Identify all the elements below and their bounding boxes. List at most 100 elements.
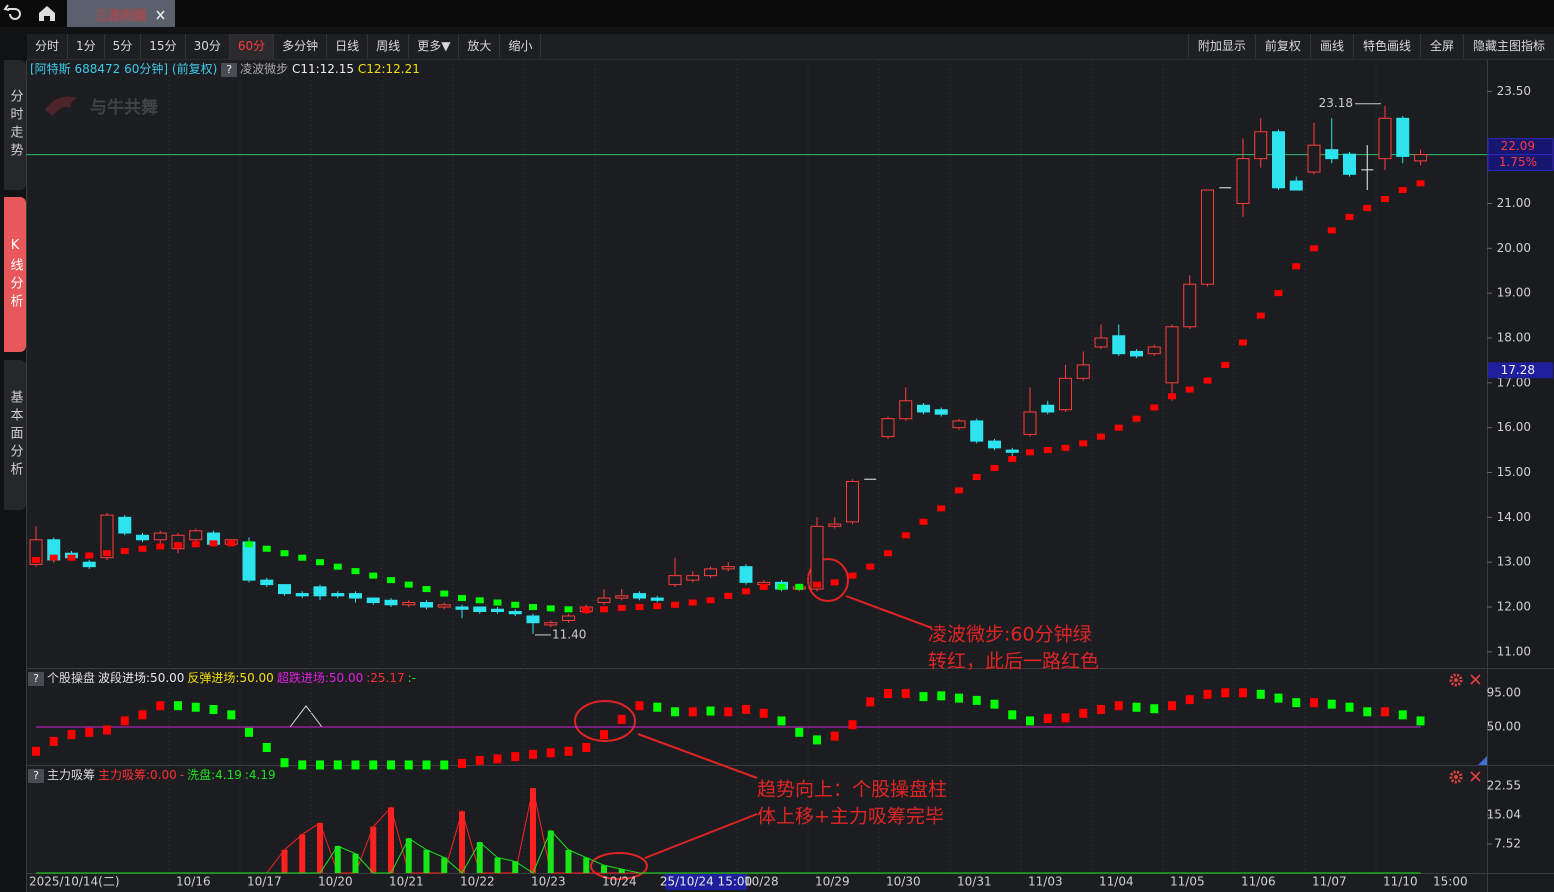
flow-line xyxy=(36,829,1421,874)
settings-icon[interactable] xyxy=(1454,775,1458,779)
candle-body xyxy=(1325,149,1339,160)
signal-bar xyxy=(1327,699,1336,709)
trend-step xyxy=(795,583,804,590)
signal-bar xyxy=(830,731,839,741)
trend-step xyxy=(1150,404,1159,411)
tab-title[interactable]: 三连阳版 xyxy=(95,9,148,24)
close-icon[interactable] xyxy=(1470,771,1481,782)
toolbar-button[interactable]: 隐藏主图指标 xyxy=(1462,34,1554,59)
signal-bar xyxy=(884,689,892,699)
toolbar-button[interactable]: 5分 xyxy=(105,34,142,59)
toolbar-button[interactable]: 特色画线 xyxy=(1352,34,1420,59)
toolbar-button[interactable]: 附加显示 xyxy=(1187,34,1255,59)
signal-bar xyxy=(316,760,324,770)
flow-bar xyxy=(352,853,359,873)
signal-bar xyxy=(191,702,200,712)
home-icon[interactable] xyxy=(39,6,55,21)
tab-close[interactable] xyxy=(155,9,167,21)
toolbar-button[interactable]: 日线 xyxy=(327,34,369,59)
y-tick-label: 15.00 xyxy=(1497,465,1531,479)
signal-bar xyxy=(1079,708,1088,718)
signal-bar xyxy=(866,697,875,707)
candle-body xyxy=(1076,364,1090,379)
trend-step xyxy=(493,599,502,606)
side-tab-label[interactable]: K线分析 xyxy=(7,237,23,312)
candle-body xyxy=(1396,117,1410,157)
change-box xyxy=(1487,154,1554,172)
toolbar-button[interactable]: 多分钟 xyxy=(274,34,328,59)
help-icon[interactable]: ? xyxy=(28,671,44,686)
side-tab-label[interactable]: 分时走势 xyxy=(7,89,23,161)
side-tab[interactable]: 基本面分析 xyxy=(4,360,26,510)
side-tab[interactable]: 分时走势 xyxy=(4,60,26,190)
close-icon[interactable] xyxy=(1470,674,1481,685)
chart-subtitle: (前复权) xyxy=(171,62,218,76)
y-tick-label: 12.00 xyxy=(1497,600,1531,614)
toolbar-button[interactable]: 1分 xyxy=(68,34,105,59)
flow-bar xyxy=(512,861,519,873)
signal-bar xyxy=(440,760,449,770)
toolbar-button[interactable]: 分时 xyxy=(27,34,69,59)
toolbar-button[interactable]: 周线 xyxy=(368,34,410,59)
last-price-label: 22.09 xyxy=(1501,139,1535,153)
trend-step xyxy=(1061,444,1070,451)
side-tab[interactable]: K线分析 xyxy=(4,197,26,352)
toolbar-button[interactable]: 放大 xyxy=(459,34,501,59)
help-icon[interactable]: ? xyxy=(221,62,238,77)
cursor-price-box xyxy=(1488,362,1553,379)
toolbar-button[interactable]: 15分 xyxy=(141,34,186,59)
help-icon[interactable]: ? xyxy=(28,768,44,783)
toolbar-button[interactable]: 更多▼ xyxy=(409,34,460,59)
x-tick-label: 10/17 xyxy=(247,875,282,889)
resize-handle[interactable] xyxy=(1478,756,1487,765)
trend-step xyxy=(1416,180,1425,187)
signal-bar xyxy=(138,710,147,720)
trend-step xyxy=(1114,424,1123,431)
flow-bar xyxy=(618,869,625,873)
close-icon[interactable] xyxy=(1470,771,1481,782)
window-tab[interactable]: 三连阳版 xyxy=(67,0,175,27)
x-tick-label: 10/20 xyxy=(318,875,353,889)
annotation-text: 体上移+主力吸筹完毕 xyxy=(757,806,944,828)
flow-bar xyxy=(317,822,323,873)
settings-icon[interactable] xyxy=(1449,673,1463,687)
tab-close[interactable] xyxy=(156,10,165,20)
close-icon[interactable] xyxy=(1470,674,1481,685)
candle-body xyxy=(615,595,629,599)
toolbar-button[interactable]: 缩小 xyxy=(500,34,542,59)
back-icon[interactable] xyxy=(8,8,21,20)
candle-body xyxy=(242,541,256,581)
flow-bar xyxy=(441,857,448,873)
settings-icon[interactable] xyxy=(1454,678,1458,682)
trend-step xyxy=(120,547,129,554)
y-tick-label: 95.00 xyxy=(1487,685,1521,699)
toolbar-button[interactable]: 30分 xyxy=(186,34,230,59)
back-icon[interactable] xyxy=(3,4,10,11)
top-bar: 三连阳版 xyxy=(0,0,1554,27)
toolbar-button[interactable]: 全屏 xyxy=(1419,34,1463,59)
toolbar-button[interactable]: 前复权 xyxy=(1254,34,1310,59)
signal-bar xyxy=(795,727,804,737)
candle-body xyxy=(828,523,842,527)
trend-step xyxy=(1398,187,1407,194)
candle-body xyxy=(526,615,540,624)
toolbar-button[interactable]: 画线 xyxy=(1309,34,1353,59)
toolbar-button[interactable]: 60分 xyxy=(229,34,275,59)
trend-step xyxy=(848,572,857,579)
annotation-text: 凌波微步:60分钟绿 xyxy=(928,624,1092,646)
trend-step xyxy=(1026,449,1034,456)
settings-icon[interactable] xyxy=(1449,770,1463,784)
x-tick-label: 10/28 xyxy=(744,875,779,889)
candle-body xyxy=(1307,144,1321,173)
candle-body xyxy=(82,561,96,568)
signal-bar xyxy=(955,693,963,703)
trend-step xyxy=(245,541,253,548)
trend-step xyxy=(387,577,395,584)
trend-step xyxy=(1079,440,1088,447)
candle-body xyxy=(153,532,167,541)
tool-buttons: 附加显示 前复权 画线 特色画线 全屏 隐藏主图指标 xyxy=(1187,34,1554,59)
settings-icon[interactable] xyxy=(1449,770,1463,784)
x-tick-label: 10/29 xyxy=(815,875,850,889)
settings-icon[interactable] xyxy=(1449,673,1463,687)
side-tab-label[interactable]: 基本面分析 xyxy=(7,390,23,480)
